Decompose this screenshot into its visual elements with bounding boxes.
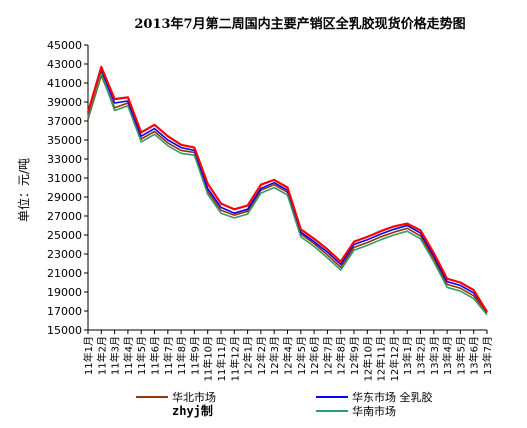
series-line-0: [87, 74, 488, 314]
series-line-2: [87, 72, 488, 316]
x-tick-label: 11年1月: [82, 336, 95, 375]
legend-label-0: 华北市场: [172, 390, 216, 404]
series-line-3: [86, 65, 488, 313]
x-tick-label: 13年1月: [401, 336, 414, 375]
y-tick-label: 19000: [47, 286, 82, 299]
x-tick-label: 12年6月: [308, 336, 321, 375]
x-tick-label: 12年4月: [282, 336, 295, 375]
x-tick-label: 13年7月: [481, 336, 494, 375]
x-tick-label: 12年5月: [295, 336, 308, 375]
y-tick-label: 17000: [47, 305, 82, 318]
x-tick-label: 13年4月: [441, 336, 454, 375]
y-tick-label: 31000: [47, 172, 82, 185]
x-tick-label: 11年4月: [122, 336, 135, 375]
y-tick-label: 33000: [47, 153, 82, 166]
x-tick-label: 11年2月: [95, 336, 108, 375]
x-tick-label: 12年3月: [268, 336, 281, 375]
x-tick-label: 12年12月: [388, 336, 401, 381]
x-tick-label: 12年11月: [375, 336, 388, 381]
plot-area: 15000 17000 19000 21000 23000 25000 27000 29000…: [47, 39, 494, 381]
y-tick-label: 45000: [47, 39, 82, 52]
x-tick-label: 12年10月: [361, 336, 374, 381]
x-tick-label: 13年3月: [428, 336, 441, 375]
legend: 华北市场 华东市场 全乳胶 zhyj制 华南市场: [136, 390, 433, 418]
x-tick-label: 13年5月: [454, 336, 467, 375]
y-tick-label: 37000: [47, 115, 82, 128]
x-tick-label: 12年8月: [335, 336, 348, 375]
y-tick-label: 23000: [47, 248, 82, 261]
x-tick-label: 11年3月: [109, 336, 122, 375]
x-tick-label: 11年7月: [162, 336, 175, 375]
y-tick-label: 27000: [47, 210, 82, 223]
x-tick-label: 11年8月: [175, 336, 188, 375]
x-tick-label: 11年9月: [188, 336, 201, 375]
x-tick-label: 13年2月: [415, 336, 428, 375]
x-tick-label: 13年6月: [468, 336, 481, 375]
y-tick-label: 25000: [47, 229, 82, 242]
y-tick-label: 21000: [47, 267, 82, 280]
legend-label-1: 华东市场 全乳胶: [352, 390, 433, 404]
x-tick-label: 11年10月: [202, 336, 215, 381]
watermark: zhyj制: [172, 403, 213, 418]
x-tick-label: 11年11月: [215, 336, 228, 381]
x-tick-label: 11年6月: [149, 336, 162, 375]
x-tick-label: 12年9月: [348, 336, 361, 375]
x-tick-label: 12年1月: [242, 336, 255, 375]
x-tick-label: 11年12月: [228, 336, 241, 381]
x-tick-label: 12年2月: [255, 336, 268, 375]
legend-label-3: 华南市场: [352, 404, 396, 418]
y-tick-label: 39000: [47, 96, 82, 109]
y-tick-label: 35000: [47, 134, 82, 147]
x-tick-label: 11年5月: [135, 336, 148, 375]
y-tick-label: 15000: [47, 324, 82, 337]
y-tick-label: 41000: [47, 77, 82, 90]
y-tick-label: 43000: [47, 58, 82, 71]
x-tick-label: 12年7月: [321, 336, 334, 375]
y-tick-label: 29000: [47, 191, 82, 204]
chart-title: 2013年7月第二周国内主要产销区全乳胶现货价格走势图: [134, 16, 465, 32]
y-axis-label: 单位：元/吨: [16, 158, 31, 222]
